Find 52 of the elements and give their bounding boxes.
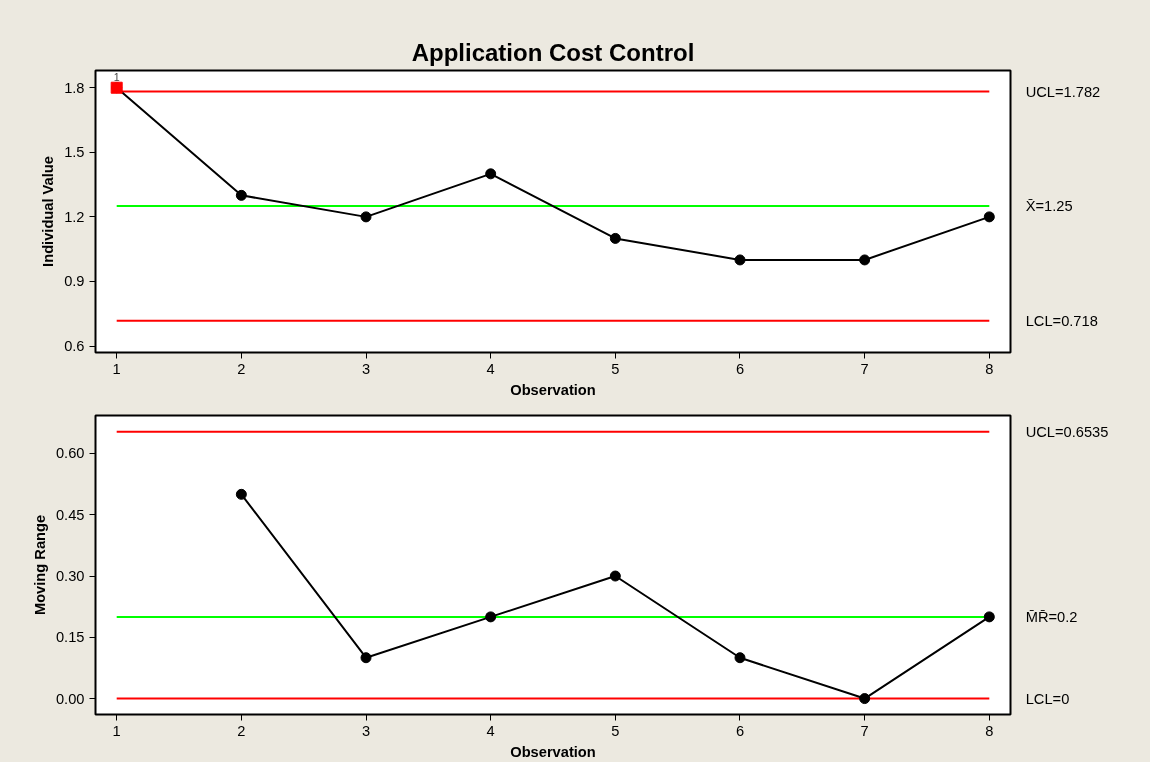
point — [734, 254, 746, 266]
ref-line-label: LCL=0.718 — [1025, 312, 1098, 329]
x-tick-label: 3 — [361, 722, 371, 739]
x-tick-label: 4 — [486, 722, 495, 739]
x-tick-label: 2 — [237, 360, 246, 377]
ref-line-label: X̄=1.25 — [1025, 198, 1073, 215]
x-axis-title: Observation — [510, 743, 596, 760]
point — [485, 611, 497, 623]
x-tick-label: 8 — [985, 722, 994, 739]
x-tick-label: 2 — [237, 722, 246, 739]
point — [609, 570, 621, 582]
point — [360, 211, 372, 223]
ref-line-label: LCL=0 — [1025, 690, 1070, 707]
point — [734, 652, 746, 664]
ref-line-label: UCL=0.6535 — [1025, 423, 1109, 440]
ref-line-label: UCL=1.782 — [1025, 83, 1101, 100]
y-tick-label: 0.60 — [55, 445, 85, 462]
y-axis-title: Individual Value — [40, 156, 57, 267]
point — [859, 693, 871, 705]
y-tick-label: 0.9 — [64, 273, 85, 290]
point — [485, 168, 497, 180]
x-tick-label: 5 — [611, 360, 620, 377]
x-tick-label: 6 — [735, 722, 745, 739]
y-tick-label: 1.2 — [64, 208, 85, 225]
y-axis-title: Moving Range — [31, 514, 48, 616]
x-axis-title: Observation — [510, 381, 596, 398]
y-tick-label: 1.5 — [64, 144, 85, 161]
x-tick-label: 3 — [361, 360, 371, 377]
x-tick-label: 1 — [112, 360, 121, 377]
y-tick-label: 0.15 — [55, 629, 85, 646]
point — [609, 232, 621, 244]
x-tick-label: 4 — [486, 360, 495, 377]
x-tick-label: 5 — [611, 722, 620, 739]
y-tick-label: 1.8 — [64, 79, 85, 96]
point — [360, 652, 372, 664]
point — [235, 488, 247, 500]
y-tick-label: 0.30 — [55, 568, 85, 585]
ref-line-label: M̄R̄=0.2 — [1025, 608, 1078, 625]
chart-title: Application Cost Control — [411, 38, 695, 66]
y-tick-label: 0.00 — [55, 690, 85, 707]
point — [983, 611, 995, 623]
annotation: 1 — [113, 70, 120, 83]
x-tick-label: 7 — [860, 360, 869, 377]
point — [235, 189, 247, 201]
x-tick-label: 7 — [860, 722, 869, 739]
point — [859, 254, 871, 266]
y-tick-label: 0.6 — [64, 338, 85, 355]
x-tick-label: 1 — [112, 722, 121, 739]
y-tick-label: 0.45 — [55, 506, 85, 523]
point — [983, 211, 995, 223]
x-tick-label: 8 — [985, 360, 994, 377]
x-tick-label: 6 — [735, 360, 745, 377]
